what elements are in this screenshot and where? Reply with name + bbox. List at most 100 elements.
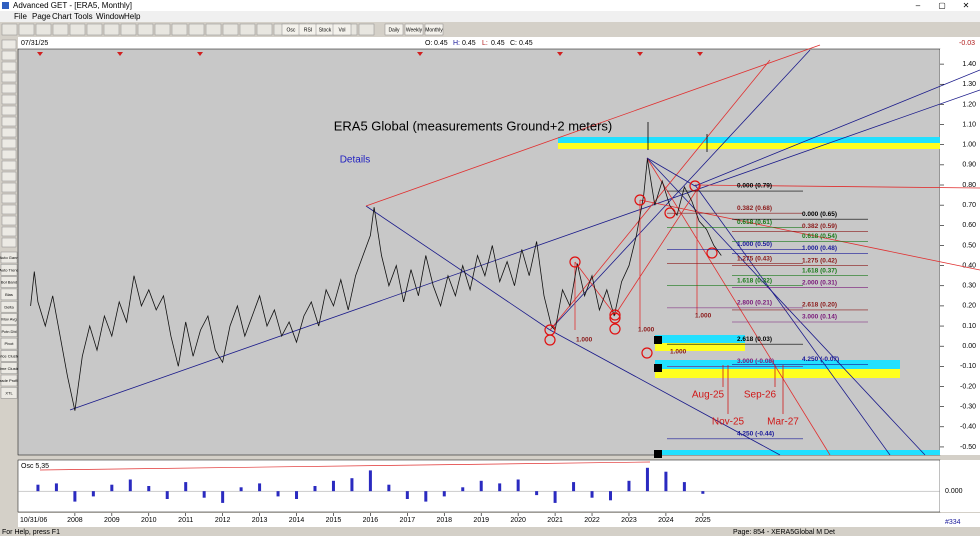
side-tool-label[interactable]: Bol Band (1, 280, 17, 285)
side-tool[interactable] (1, 72, 17, 83)
side-tool[interactable] (0, 264, 18, 276)
side-tool[interactable] (1, 237, 17, 248)
details-link[interactable]: Details (340, 155, 371, 166)
fib-label: 1.618 (0.32) (737, 277, 772, 284)
toolbar-button[interactable] (52, 23, 69, 36)
toolbar-label[interactable]: Osc (287, 27, 296, 33)
toolbar-button[interactable] (256, 23, 273, 36)
x-tick-label: 2024 (658, 517, 674, 524)
y-tick-label: 1.20 (962, 101, 976, 108)
osc-bar (202, 491, 206, 498)
side-tool-label[interactable]: Pivot (5, 341, 15, 346)
toolbar-button[interactable] (424, 23, 444, 36)
menu-item[interactable]: File (14, 12, 27, 21)
y-tick-label: -0.10 (960, 363, 976, 370)
side-tool[interactable] (1, 138, 17, 149)
osc-bar (54, 483, 58, 492)
target-band (655, 343, 745, 351)
side-tool[interactable] (1, 116, 17, 127)
side-tool[interactable] (1, 39, 17, 50)
toolbar-label[interactable]: Stock (319, 27, 332, 33)
toolbar-button[interactable] (332, 23, 352, 36)
toolbar-label[interactable]: RSI (304, 27, 312, 33)
side-tool-label[interactable]: XTL (5, 390, 13, 395)
toolbar-label[interactable]: Monthly (425, 27, 443, 33)
toolbar-button[interactable] (1, 23, 18, 36)
side-tool[interactable] (0, 251, 18, 264)
osc-bar (147, 486, 151, 492)
window-button[interactable]: ✕ (963, 1, 970, 10)
side-tool-label[interactable]: Bias (5, 292, 13, 297)
ratio-label: 1.000 (576, 337, 593, 344)
toolbar-label[interactable]: Vol (339, 27, 346, 33)
side-tool[interactable] (1, 83, 17, 94)
toolbar-button[interactable] (18, 23, 35, 36)
osc-bar (387, 484, 391, 492)
toolbar-button[interactable] (103, 23, 120, 36)
y-tick-label: 1.10 (962, 121, 976, 128)
window-button[interactable]: ▢ (938, 1, 946, 10)
side-tool-label[interactable]: Price Cluster (0, 353, 21, 358)
side-tool[interactable] (1, 61, 17, 72)
side-tool[interactable] (0, 325, 18, 338)
wave-marker (634, 194, 646, 206)
side-tool-label[interactable]: Auto Gann (0, 255, 19, 260)
osc-bar (553, 491, 557, 503)
side-tool[interactable] (0, 350, 18, 362)
toolbar-button[interactable] (171, 23, 188, 36)
side-tool-label[interactable]: Delta (4, 304, 14, 309)
projected-date: Aug-25 (692, 390, 725, 401)
toolbar-button[interactable] (358, 23, 375, 36)
side-tool[interactable] (1, 215, 17, 226)
side-tool[interactable] (0, 300, 18, 313)
toolbar-label[interactable]: Weekly (406, 27, 423, 33)
x-tick-label: 2023 (621, 517, 637, 524)
side-tool[interactable] (1, 127, 17, 138)
side-tool-label[interactable]: Time Cluster (0, 366, 21, 371)
side-tool[interactable] (0, 387, 18, 399)
cycle-marker (637, 52, 643, 56)
side-tool-label[interactable]: Mov Avg (1, 317, 16, 322)
side-tool-label[interactable]: Auto Trend (0, 267, 19, 272)
toolbar-button[interactable] (384, 23, 404, 36)
toolbar-button[interactable] (222, 23, 239, 36)
side-tool[interactable] (1, 171, 17, 182)
menu-item[interactable]: Window (96, 12, 125, 21)
side-tool[interactable] (1, 193, 17, 204)
toolbar-button[interactable] (154, 23, 171, 36)
toolbar-button[interactable] (205, 23, 222, 36)
side-tool[interactable] (0, 276, 18, 288)
side-tool[interactable] (1, 105, 17, 116)
toolbar-button[interactable] (404, 23, 424, 36)
side-tool[interactable] (0, 374, 18, 387)
side-tool[interactable] (0, 362, 18, 374)
toolbar-button[interactable] (35, 23, 52, 36)
toolbar-button[interactable] (188, 23, 205, 36)
side-tool[interactable] (1, 50, 17, 61)
toolbar-button[interactable] (239, 23, 256, 36)
osc-bar (36, 484, 40, 492)
side-tool[interactable] (0, 313, 18, 325)
side-tool[interactable] (1, 182, 17, 193)
toolbar-button[interactable] (120, 23, 137, 36)
side-tool[interactable] (1, 160, 17, 171)
side-tool-label[interactable]: Pctn Dbl (1, 329, 16, 334)
side-tool[interactable] (0, 288, 18, 301)
toolbar-label[interactable]: Daily (388, 27, 400, 33)
side-tool[interactable] (1, 226, 17, 237)
window-button[interactable]: – (916, 1, 921, 10)
toolbar-button[interactable] (69, 23, 86, 36)
side-tool[interactable] (1, 149, 17, 160)
side-tool[interactable] (1, 204, 17, 215)
menu-item[interactable]: Chart (52, 12, 72, 21)
menu-item[interactable]: Tools (74, 12, 93, 21)
toolbar-button[interactable] (137, 23, 154, 36)
side-tool[interactable] (1, 94, 17, 105)
side-tool-label[interactable]: Trade Profile (0, 378, 21, 383)
side-tool[interactable] (0, 337, 18, 350)
toolbar-button[interactable] (86, 23, 103, 36)
menu-item[interactable]: Help (124, 12, 141, 21)
menu-item[interactable]: Page (32, 12, 51, 21)
fib-label: 1.275 (0.43) (737, 255, 772, 262)
